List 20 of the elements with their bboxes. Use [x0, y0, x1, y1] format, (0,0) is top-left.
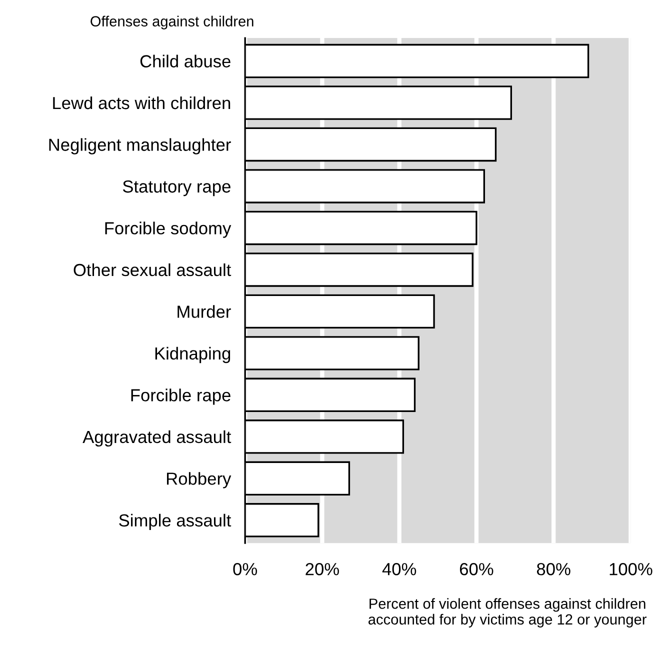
x-tick-label: 40%	[382, 562, 416, 576]
y-axis-title: Offenses against children	[90, 16, 254, 30]
y-tick-label: Aggravated assault	[82, 430, 232, 447]
y-tick-label: Forcible rape	[131, 388, 230, 405]
y-tick-label: Lewd acts with children	[53, 96, 230, 110]
x-tick-label: 100%	[610, 562, 652, 576]
y-tick-label: Robbery	[167, 472, 232, 488]
y-tick-label: Negligent manslaughter	[49, 138, 231, 154]
x-axis-title: Percent of violent offenses against children accounted for by victims age 12 or younger	[368, 598, 646, 628]
x-tick-label: 60%	[460, 562, 494, 576]
y-tick-label: Statutory rape	[122, 180, 230, 196]
y-tick-label: Other sexual assault	[74, 263, 232, 276]
x-tick-label: 80%	[536, 562, 570, 576]
x-tick-label: 20%	[306, 562, 339, 576]
y-tick-label: Kidnaping	[155, 346, 230, 364]
y-tick-label: Murder	[178, 305, 231, 318]
y-tick-label: Forcible sodomy	[105, 222, 232, 238]
x-tick-label: 0%	[233, 562, 258, 576]
y-tick-label: Simple assault	[119, 514, 232, 530]
y-tick-label: Child abuse	[140, 54, 230, 68]
